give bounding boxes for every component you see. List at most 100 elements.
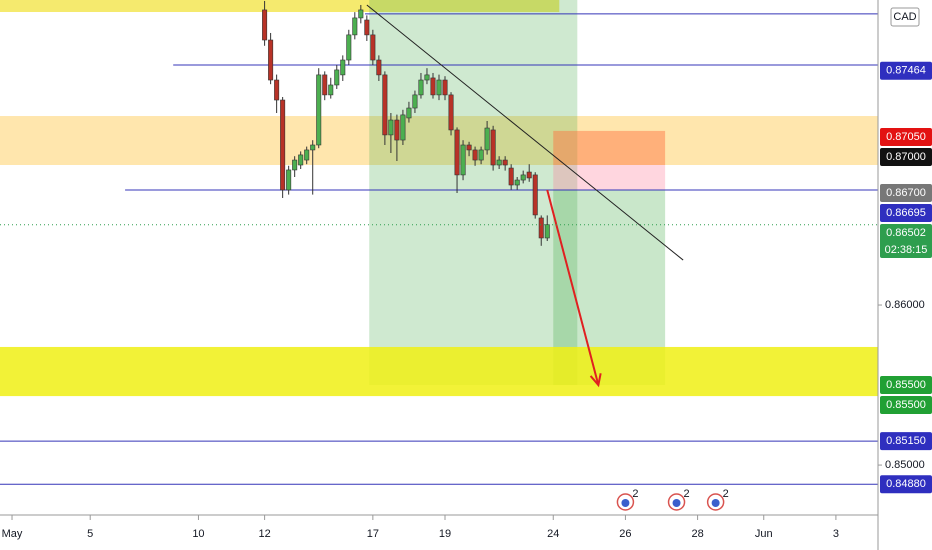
zone xyxy=(0,346,878,397)
price-badge-label: 0.86700 xyxy=(886,187,926,199)
candle-body xyxy=(514,179,520,186)
price-badge-label: 0.86502 xyxy=(886,227,926,239)
candle-body xyxy=(460,144,466,176)
candle-body xyxy=(322,74,328,96)
price-axis-panel xyxy=(878,0,932,550)
candle-body xyxy=(370,34,376,61)
price-badge-label: 0.86695 xyxy=(886,207,926,219)
candle-body xyxy=(352,17,358,36)
candle-body xyxy=(436,79,442,96)
candle-body xyxy=(406,107,412,119)
price-badge xyxy=(880,61,932,80)
candle-body xyxy=(286,169,292,191)
plot-area: 2 2 2 xyxy=(0,0,878,511)
x-tick-label: 10 xyxy=(192,528,204,540)
x-tick-label: 24 xyxy=(547,528,559,540)
candle-body xyxy=(418,79,424,96)
candle-body xyxy=(430,77,436,96)
currency-tag: CAD xyxy=(893,11,916,23)
candle-body xyxy=(454,129,460,176)
price-badge-label: 0.87050 xyxy=(886,131,926,143)
price-badge xyxy=(880,147,932,166)
candle-body xyxy=(340,59,346,76)
candle-body xyxy=(412,94,418,109)
event-count: 2 xyxy=(723,488,729,500)
price-badge-label: 0.85500 xyxy=(886,399,926,411)
price-badge xyxy=(880,396,932,415)
candle-body xyxy=(304,149,310,161)
candle-body xyxy=(448,94,454,131)
price-badge xyxy=(880,224,932,259)
price-badge xyxy=(880,204,932,223)
candle-body xyxy=(358,9,364,19)
price-badge xyxy=(880,184,932,203)
candle-body xyxy=(262,9,268,41)
price-badge xyxy=(880,475,932,494)
candle-body xyxy=(484,127,490,151)
x-tick-label: 3 xyxy=(833,528,839,540)
price-badge-timer: 02:38:15 xyxy=(885,244,928,256)
zone xyxy=(553,130,666,165)
zone xyxy=(553,164,666,190)
candle-body xyxy=(508,167,514,186)
arrow-head xyxy=(589,373,602,388)
candle-body xyxy=(394,119,400,141)
price-badge xyxy=(880,127,932,146)
price-badge-label: 0.85150 xyxy=(886,435,926,447)
candle-body xyxy=(466,144,472,151)
price-badge-label: 0.85500 xyxy=(886,379,926,391)
price-badge-label: 0.87464 xyxy=(886,65,926,77)
candle-body xyxy=(310,144,316,151)
event-icon-inner xyxy=(621,499,630,507)
price-badge-label: 0.84880 xyxy=(886,478,926,490)
zone xyxy=(369,0,578,386)
candle-body xyxy=(472,149,478,161)
trendline xyxy=(366,4,684,261)
arrow-line xyxy=(546,189,600,386)
x-tick-label: 19 xyxy=(439,528,451,540)
y-tick-label: 0.86000 xyxy=(885,299,925,311)
candle-body xyxy=(376,59,382,76)
axes: May 5 10 12 17 19 24 26 28 Jun 3 0.86000 0.85000 0.87… xyxy=(2,7,932,540)
event-icon-inner xyxy=(672,499,681,507)
candle-body xyxy=(496,159,502,166)
event-icon-inner xyxy=(711,499,720,507)
y-tick-label: 0.85000 xyxy=(885,459,925,471)
candle-body xyxy=(490,129,496,166)
event-count: 2 xyxy=(684,488,690,500)
candle-body xyxy=(442,79,448,96)
candle-body xyxy=(298,154,304,166)
price-badge-label: 0.87000 xyxy=(886,151,926,163)
candle-body xyxy=(400,114,406,141)
x-tick-label: 26 xyxy=(619,528,631,540)
candle-body xyxy=(388,119,394,136)
candle-body xyxy=(280,99,286,191)
price-badge xyxy=(880,432,932,451)
x-tick-label: 12 xyxy=(258,528,270,540)
candle-body xyxy=(424,74,430,81)
candle-body xyxy=(274,79,280,101)
candle-body xyxy=(292,159,298,171)
x-tick-label: 17 xyxy=(367,528,379,540)
candle-body xyxy=(502,159,508,166)
price-badge xyxy=(880,376,932,395)
zone xyxy=(0,116,878,165)
candle-body xyxy=(346,34,352,61)
candle-body xyxy=(334,69,340,86)
candle-body xyxy=(544,224,550,239)
candle-body xyxy=(364,19,370,36)
candle-body xyxy=(532,174,538,216)
x-tick-label: Jun xyxy=(755,528,773,540)
candle-body xyxy=(328,84,334,96)
candle-body xyxy=(268,39,274,81)
currency-tag-bg xyxy=(890,7,920,27)
x-tick-label: 5 xyxy=(87,528,93,540)
candle-body xyxy=(526,171,532,179)
x-tick-label: 28 xyxy=(691,528,703,540)
x-tick-label: May xyxy=(2,528,23,540)
candle-body xyxy=(316,74,322,146)
candle-body xyxy=(478,149,484,161)
zone xyxy=(0,0,560,13)
candle-body xyxy=(538,217,544,239)
